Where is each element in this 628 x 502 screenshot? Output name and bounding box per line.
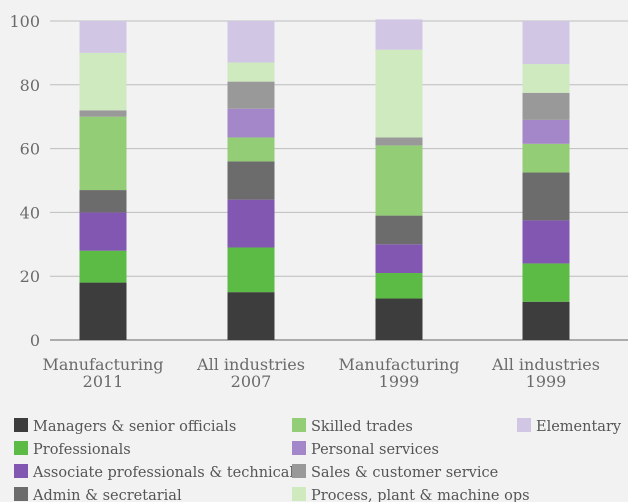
y-tick-label: 100	[9, 12, 40, 31]
bar-segment	[522, 21, 570, 65]
x-tick-label: 1999	[526, 372, 567, 391]
legend-label: Process, plant & machine ops	[311, 488, 530, 502]
bar-segment	[375, 244, 423, 274]
bar-segment	[522, 92, 570, 120]
bar-segment	[375, 137, 423, 146]
bar-segment	[227, 292, 275, 340]
legend-swatch	[14, 464, 28, 478]
legend-label: Skilled trades	[311, 419, 413, 435]
bars	[79, 19, 570, 340]
bar-segment	[227, 199, 275, 248]
legend-swatch	[517, 418, 531, 432]
bar-segment	[522, 143, 570, 173]
bar-segment	[227, 137, 275, 162]
bar-segment	[522, 64, 570, 93]
legend-label: Professionals	[33, 442, 131, 458]
x-tick-label: Manufacturing	[339, 355, 460, 374]
legend-label: Elementary	[536, 419, 622, 435]
y-tick-label: 80	[20, 76, 40, 95]
bar-segment	[79, 52, 127, 111]
bar-segment	[79, 110, 127, 117]
bar-segment	[227, 21, 275, 63]
bar-segment	[79, 116, 127, 191]
legend-label: Managers & senior officials	[33, 419, 236, 435]
bar-segment	[375, 49, 423, 138]
x-tick-label: All industries	[196, 355, 305, 374]
bar-segment	[375, 273, 423, 299]
bar-segment	[79, 282, 127, 340]
legend-label: Admin & secretarial	[32, 488, 182, 502]
y-tick-label: 60	[20, 140, 40, 159]
bar-segment	[227, 81, 275, 109]
bar-segment	[375, 215, 423, 245]
bar-segment	[375, 19, 423, 50]
bar-segment	[522, 220, 570, 264]
y-tick-label: 40	[20, 203, 40, 222]
legend-swatch	[14, 441, 28, 455]
bar-segment	[79, 250, 127, 283]
bar-segment	[522, 301, 570, 340]
bar-segment	[227, 108, 275, 138]
bar-segment	[522, 119, 570, 144]
legend-swatch	[292, 464, 306, 478]
bar-segment	[79, 21, 127, 53]
bar-segment	[79, 190, 127, 213]
x-tick-label: Manufacturing	[43, 355, 164, 374]
legend: Managers & senior officials Professionals…	[14, 418, 622, 502]
bar-segment	[522, 263, 570, 302]
bar-segment	[227, 161, 275, 200]
legend-swatch	[14, 418, 28, 432]
x-tick-label: 1999	[379, 372, 420, 391]
bar-segment	[375, 298, 423, 340]
x-tick-label: 2011	[83, 372, 124, 391]
legend-swatch	[292, 418, 306, 432]
bar-segment	[227, 62, 275, 82]
bar-segment	[375, 145, 423, 216]
y-tick-label: 0	[30, 331, 40, 350]
bar-segment	[227, 247, 275, 293]
bar-segment	[522, 172, 570, 221]
x-tick-label: All industries	[491, 355, 600, 374]
bar-segment	[79, 212, 127, 251]
legend-label: Sales & customer service	[311, 465, 498, 481]
x-tick-label: 2007	[231, 372, 272, 391]
y-tick-label: 20	[20, 267, 40, 286]
legend-label: Personal services	[311, 442, 439, 458]
legend-swatch	[14, 487, 28, 501]
legend-swatch	[292, 487, 306, 501]
legend-label: Associate professionals & technical	[32, 465, 294, 481]
legend-swatch	[292, 441, 306, 455]
